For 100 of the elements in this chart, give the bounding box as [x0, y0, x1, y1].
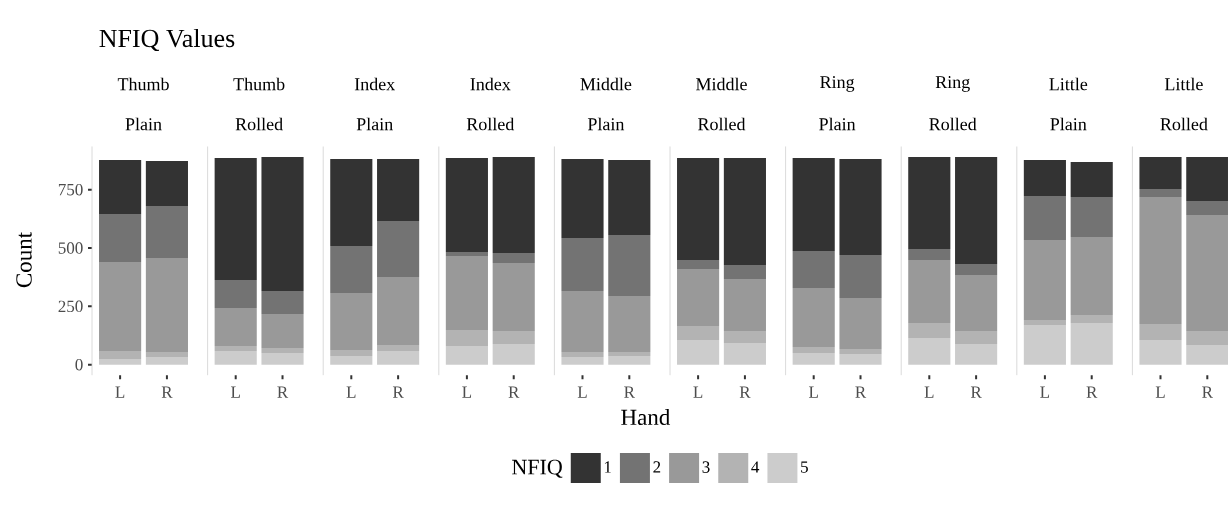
x-tick-label: L [230, 386, 240, 398]
chart-title: Index [354, 77, 395, 91]
bar [1023, 325, 1066, 365]
chart-title: Thumb [117, 77, 169, 91]
bar [99, 213, 142, 263]
bar [261, 290, 304, 315]
bar [1186, 345, 1228, 365]
x-tick-label: R [1086, 386, 1098, 398]
bar [492, 331, 535, 344]
y-tick-label: 500 [58, 242, 83, 254]
bar [1070, 161, 1113, 197]
bar [1139, 188, 1182, 197]
chart-subtitle: Rolled [929, 117, 977, 131]
bar [330, 349, 373, 357]
legend-title: NFIQ [512, 459, 563, 478]
chart-subtitle: Rolled [466, 117, 515, 131]
bar [445, 255, 488, 330]
legend-label: 3 [702, 461, 710, 473]
x-tick-label: L [808, 386, 818, 398]
bar [214, 279, 257, 308]
bar [445, 251, 488, 256]
bar [377, 276, 420, 346]
bar [561, 352, 604, 357]
bar [839, 297, 882, 350]
bar [792, 157, 835, 252]
bar [1070, 237, 1113, 315]
chart-title: Little [1164, 77, 1203, 91]
x-tick-label: R [277, 386, 289, 398]
bar [608, 352, 651, 357]
x-axis-title: Hand [621, 408, 671, 426]
x-tick-label: R [855, 386, 867, 398]
bar [677, 259, 720, 270]
bar [214, 346, 257, 351]
bar [261, 157, 304, 291]
legend-label: 5 [801, 461, 808, 473]
legend-label: 4 [751, 461, 760, 473]
chart-title: Ring [935, 76, 970, 92]
bar [1023, 195, 1066, 241]
bar [1023, 320, 1066, 326]
bar [1070, 314, 1113, 323]
bar [723, 331, 766, 343]
chart-subtitle: Plain [125, 117, 162, 131]
legend-label: 1 [604, 461, 611, 473]
x-tick-label: R [739, 386, 751, 398]
bar [839, 159, 882, 256]
bar [561, 237, 604, 291]
bar [1186, 215, 1228, 332]
bar [145, 258, 188, 353]
chart-title: Thumb [233, 77, 285, 91]
bar [99, 359, 142, 365]
bar [1139, 157, 1182, 189]
y-tick-label: 750 [58, 183, 83, 196]
bar [214, 350, 257, 365]
bar [792, 287, 835, 347]
y-axis-title: Count [16, 232, 32, 288]
bar [377, 220, 420, 277]
x-tick-label: R [970, 386, 982, 398]
bar [1186, 201, 1228, 216]
bar [608, 160, 651, 235]
bar [145, 206, 188, 259]
chart-title: Middle [696, 77, 747, 91]
bar [377, 345, 420, 351]
y-tick-label: 250 [58, 300, 83, 313]
bar [955, 264, 998, 276]
x-tick-label: R [1202, 386, 1213, 398]
bar [908, 248, 951, 260]
x-tick-label: L [924, 386, 934, 398]
chart-subtitle: Rolled [698, 117, 746, 131]
x-tick-label: L [693, 386, 703, 398]
bar [908, 157, 951, 249]
bar [1139, 324, 1182, 340]
x-tick-label: R [624, 386, 635, 398]
bar [908, 338, 951, 365]
bar [955, 331, 998, 344]
x-tick-label: L [115, 386, 125, 398]
chart-title: Little [1049, 77, 1088, 91]
chart-subtitle: Rolled [235, 117, 283, 131]
bar [955, 275, 998, 332]
bar [330, 293, 373, 350]
bar [214, 157, 257, 280]
x-tick-label: R [392, 386, 404, 398]
bar [377, 350, 420, 365]
bar [561, 290, 604, 353]
bar [792, 346, 835, 354]
x-tick-label: L [1040, 386, 1050, 398]
bar [492, 252, 535, 263]
bar [445, 346, 488, 365]
bar [214, 307, 257, 347]
bar [330, 159, 373, 246]
bar [145, 160, 188, 206]
chart-title: Index [470, 77, 511, 91]
chart-title: Ring [820, 76, 855, 92]
bar [792, 251, 835, 288]
x-tick-label: R [161, 386, 173, 398]
bar [1139, 339, 1182, 365]
bar [1023, 240, 1066, 321]
bar [677, 325, 720, 340]
x-tick-label: L [577, 386, 587, 398]
bar [145, 356, 188, 365]
x-tick-label: R [508, 386, 520, 398]
